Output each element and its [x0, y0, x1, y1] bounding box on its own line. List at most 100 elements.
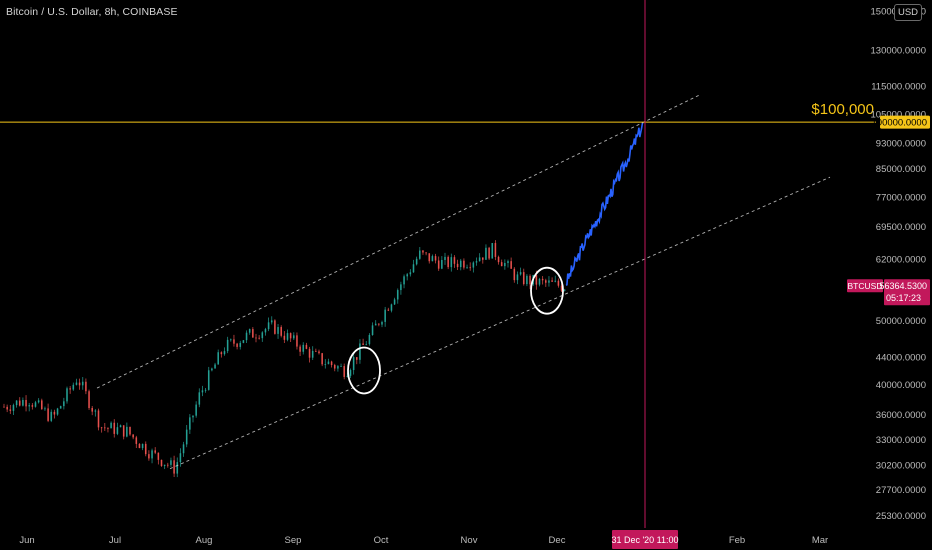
- currency-button[interactable]: USD: [894, 4, 922, 21]
- candle: [293, 332, 295, 341]
- candle: [88, 389, 90, 410]
- candle: [163, 464, 166, 470]
- price-tick-label: 105000.0000: [871, 110, 926, 121]
- candle: [179, 448, 182, 467]
- candle: [299, 344, 301, 357]
- candle: [189, 414, 191, 434]
- candle: [69, 386, 71, 394]
- candle: [78, 378, 81, 390]
- candle: [500, 259, 503, 267]
- time-tick-label: Sep: [285, 535, 302, 546]
- candle: [308, 346, 311, 363]
- candle: [160, 459, 163, 467]
- candle: [444, 252, 446, 265]
- candle: [406, 272, 408, 281]
- candle: [41, 398, 43, 410]
- candle: [151, 448, 153, 464]
- candle: [100, 426, 103, 433]
- candle: [513, 267, 516, 283]
- candle: [47, 403, 49, 423]
- candle: [403, 274, 405, 289]
- candle: [541, 276, 544, 285]
- candle: [242, 340, 245, 344]
- candle: [441, 256, 443, 270]
- candle: [223, 347, 226, 356]
- candle: [352, 352, 355, 375]
- candle: [340, 363, 342, 367]
- candle: [321, 352, 323, 367]
- candle: [431, 254, 434, 262]
- candle: [252, 327, 254, 338]
- candle-series: [3, 240, 566, 478]
- candle: [381, 320, 383, 328]
- projection-line: [565, 121, 644, 286]
- candle: [478, 253, 481, 262]
- candle: [463, 258, 465, 270]
- candle: [204, 387, 207, 393]
- candle: [302, 342, 305, 355]
- candle: [327, 358, 330, 365]
- candle: [9, 404, 12, 414]
- candle: [144, 441, 147, 457]
- candle: [557, 278, 560, 288]
- candle: [274, 319, 276, 335]
- candle: [453, 255, 456, 268]
- candle: [75, 378, 78, 386]
- price-tick-label: 93000.0000: [876, 138, 926, 149]
- time-tick-label: Aug: [196, 535, 213, 546]
- price-tick-label: 115000.0000: [871, 82, 926, 93]
- candle: [182, 441, 185, 457]
- candle: [220, 351, 223, 358]
- upper-channel-line: [96, 94, 701, 389]
- price-axis[interactable]: 150000.0000130000.0000115000.0000105000.…: [871, 7, 926, 523]
- candle: [289, 332, 292, 343]
- candle: [50, 409, 53, 423]
- candle: [283, 331, 286, 344]
- candle: [434, 253, 437, 264]
- price-tick-label: 62000.0000: [876, 254, 926, 265]
- candle: [482, 257, 484, 264]
- candle: [192, 415, 194, 423]
- candle: [519, 267, 522, 276]
- candle: [337, 364, 339, 372]
- candle: [72, 382, 75, 391]
- lower-channel-line: [169, 176, 831, 470]
- candle: [469, 262, 471, 271]
- candle: [113, 419, 116, 438]
- candle: [15, 400, 18, 408]
- price-tick-label: 27700.0000: [876, 485, 926, 496]
- candle: [255, 333, 257, 343]
- candle: [516, 271, 519, 285]
- candle: [104, 422, 106, 431]
- candle: [267, 317, 270, 332]
- candle: [504, 259, 506, 270]
- candle: [497, 255, 500, 265]
- candle: [526, 274, 528, 287]
- candle: [374, 320, 377, 326]
- candle: [230, 338, 232, 342]
- circle-annotations: [347, 266, 564, 395]
- candle: [12, 403, 15, 415]
- candle: [258, 335, 260, 340]
- candle: [207, 366, 210, 391]
- candle: [362, 338, 364, 346]
- candle: [211, 367, 213, 372]
- candle: [167, 462, 169, 468]
- price-tick-label: 50000.0000: [876, 316, 926, 327]
- candle: [34, 400, 37, 408]
- candle: [277, 324, 279, 339]
- candle: [122, 425, 125, 440]
- svg-text:100000.0000: 100000.0000: [872, 118, 927, 129]
- candle: [185, 424, 188, 448]
- price-tick-label: 36000.0000: [876, 410, 926, 421]
- candle: [25, 395, 27, 412]
- time-axis[interactable]: Jun Jul Aug Sep Oct Nov Dec Feb Mar: [19, 535, 828, 546]
- candle: [264, 327, 267, 336]
- candle: [494, 240, 497, 261]
- candle: [384, 306, 386, 327]
- candle: [475, 257, 478, 266]
- price-tick-label: 85000.0000: [876, 164, 926, 175]
- candle: [315, 348, 317, 352]
